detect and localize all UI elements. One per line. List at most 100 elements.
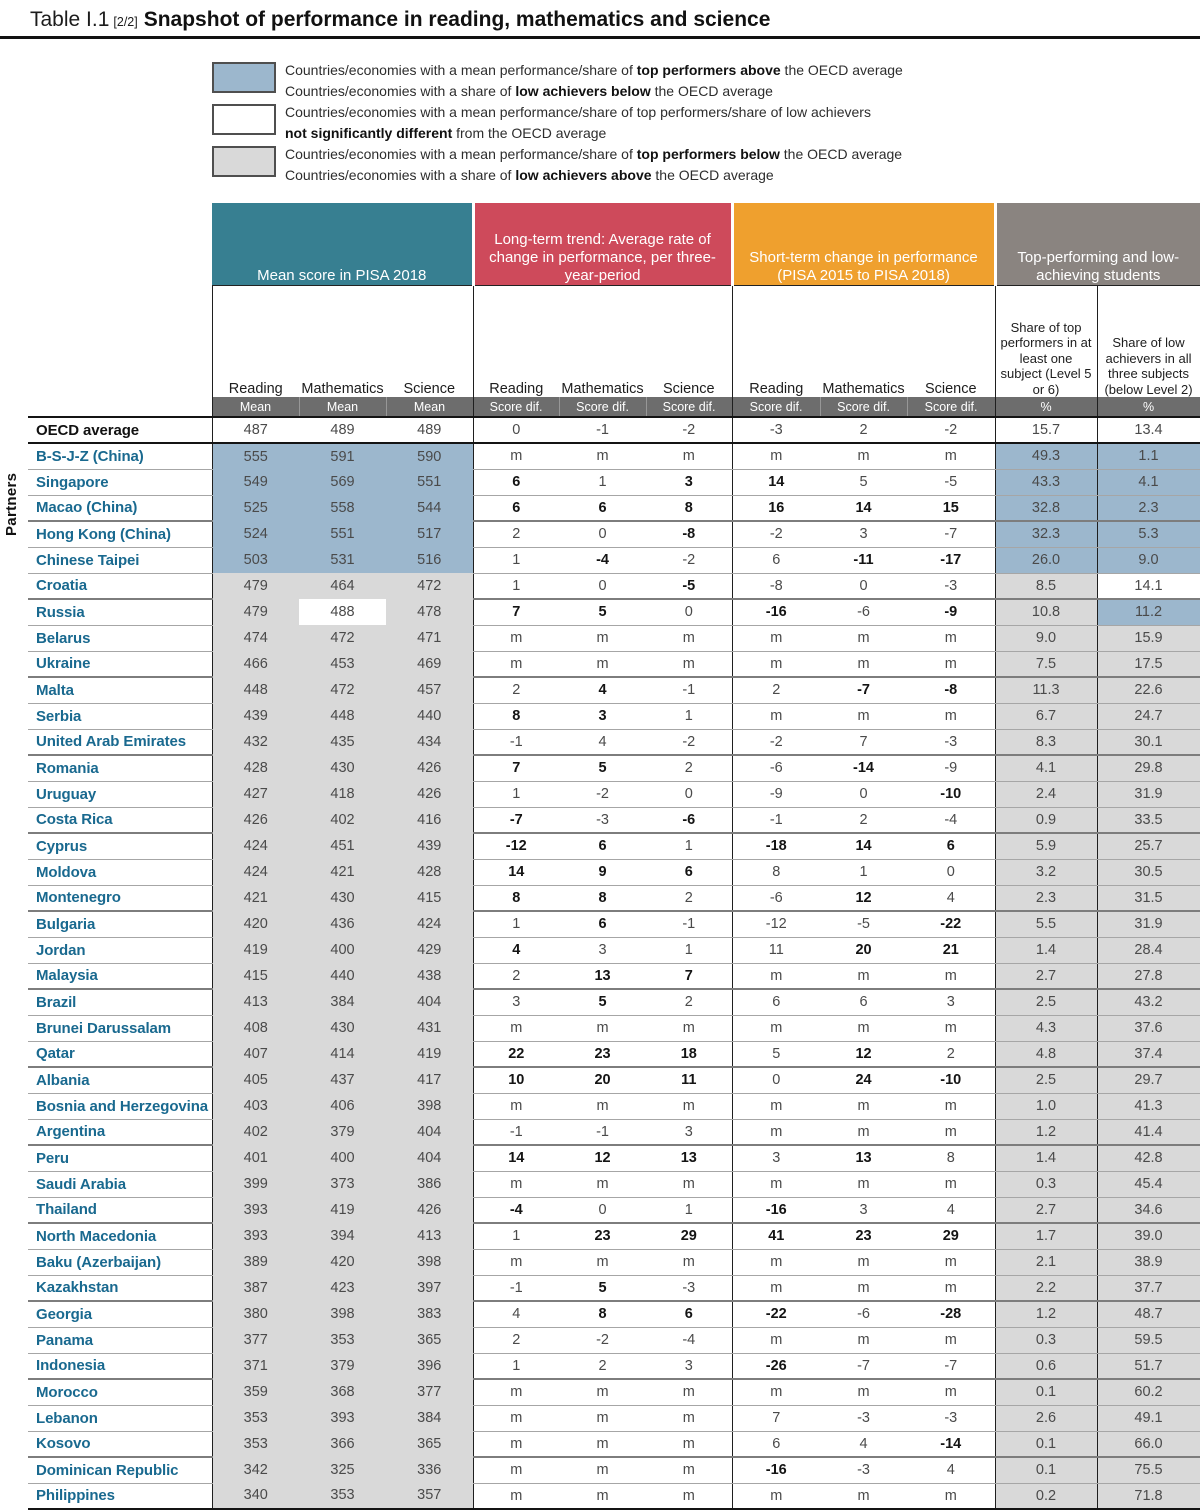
legend-line: Countries/economies with a mean performa…: [285, 102, 871, 123]
share-top-performers-cell: 2.4: [994, 781, 1098, 808]
trend-cell: 8: [559, 1301, 647, 1328]
short-term-change-cell: 7: [731, 1405, 821, 1432]
column-header-mathematics: Mathematics: [820, 285, 908, 397]
trend-cell: 7: [472, 599, 560, 626]
short-term-change-cell: m: [907, 703, 996, 730]
short-term-change-cell: 6: [731, 1431, 821, 1458]
short-term-change-cell: -1: [731, 807, 821, 834]
mean-score-cell: 436: [299, 911, 386, 937]
country-name: Romania: [28, 755, 212, 782]
trend-cell: 12: [559, 1145, 647, 1172]
short-term-change-cell: 8: [907, 1145, 996, 1172]
mean-score-cell: 516: [386, 547, 474, 573]
mean-score-cell: 413: [386, 1223, 474, 1249]
stat-band-row: Mean Mean Mean Score dif. Score dif. Sco…: [28, 397, 1200, 418]
table-number: Table I.1: [30, 8, 110, 31]
country-row: Macao (China) 525 558 544 6 6 8 16 14 15 32.8 2.3: [28, 495, 1200, 522]
short-term-change-cell: m: [731, 1483, 821, 1510]
trend-cell: 5: [559, 599, 647, 626]
mean-score-cell: 393: [211, 1197, 299, 1223]
table-title: Table I.1 [2/2] Snapshot of performance in…: [30, 8, 770, 32]
trend-cell: 4: [472, 1301, 560, 1328]
mean-score-cell: 353: [299, 1483, 386, 1510]
share-top-performers-cell: 4.3: [994, 1015, 1098, 1042]
country-name: Serbia: [28, 703, 212, 730]
short-term-change-cell: m: [907, 625, 996, 652]
share-top-performers-cell: 11.3: [994, 677, 1098, 704]
short-term-change-cell: m: [907, 1379, 996, 1406]
mean-score-cell: 415: [386, 885, 474, 911]
short-term-change-cell: -8: [731, 573, 821, 600]
mean-score-cell: 430: [299, 755, 386, 781]
share-low-achievers-cell: 38.9: [1096, 1249, 1200, 1276]
legend-entry: Countries/economies with a mean performa…: [212, 144, 903, 185]
column-header-science: Science: [907, 285, 996, 397]
mean-score-cell: 389: [211, 1249, 299, 1275]
short-term-change-cell: m: [820, 443, 908, 470]
mean-score-cell: 420: [299, 1249, 386, 1275]
short-term-change-cell: m: [731, 963, 821, 990]
mean-score-cell: 430: [299, 885, 386, 911]
mean-score-cell: 551: [386, 469, 474, 495]
short-term-change-cell: 2: [820, 807, 908, 834]
country-name: Morocco: [28, 1379, 212, 1406]
share-top-performers-cell: 43.3: [994, 469, 1098, 496]
share-low-achievers-cell: 37.7: [1096, 1275, 1200, 1302]
country-name: Ukraine: [28, 651, 212, 678]
trend-cell: 3: [646, 1119, 733, 1146]
cell_gray-legend-box: [212, 146, 276, 177]
share-low-achievers-cell: 45.4: [1096, 1171, 1200, 1198]
corner-cell: [28, 285, 212, 397]
trend-cell: -2: [646, 547, 733, 574]
share-low-achievers-cell: 43.2: [1096, 989, 1200, 1016]
stat-label-score-dif: Score dif.: [472, 397, 560, 418]
short-term-change-cell: m: [731, 1171, 821, 1198]
share-top-performers-cell: 6.7: [994, 703, 1098, 730]
country-row: Morocco 359 368 377 m m m m m m 0.1 60.2: [28, 1379, 1200, 1406]
short-term-change-cell: 20: [820, 937, 908, 964]
short-term-change-cell: m: [907, 1093, 996, 1120]
short-term-change-cell: -5: [907, 469, 996, 496]
country-name: Argentina: [28, 1119, 212, 1146]
short-term-change-cell: m: [731, 1275, 821, 1302]
country-name: Macao (China): [28, 495, 212, 522]
share-top-performers-cell: 2.5: [994, 1067, 1098, 1094]
short-term-change-cell: 5: [731, 1041, 821, 1068]
mean-score-cell: 377: [386, 1379, 474, 1405]
country-row: North Macedonia 393 394 413 1 23 29 41 23 29 1.7 39…: [28, 1223, 1200, 1250]
country-row: Kosovo 353 366 365 m m m 6 4 -14 0.1 66.0: [28, 1431, 1200, 1458]
short-term-change-cell: m: [907, 443, 996, 470]
mean-score-cell: 394: [299, 1223, 386, 1249]
share-top-performers-cell: 1.4: [994, 1145, 1098, 1172]
short-term-change-cell: 29: [907, 1223, 996, 1250]
short-term-change-cell: 0: [820, 781, 908, 808]
trend-cell: 23: [559, 1223, 647, 1250]
trend-cell: m: [559, 1379, 647, 1406]
short-term-change-cell: 11: [731, 937, 821, 964]
mean-score-cell: 397: [386, 1275, 474, 1301]
country-row: Romania 428 430 426 7 5 2 -6 -14 -9 4.1 29.8: [28, 755, 1200, 782]
trend-cell: 18: [646, 1041, 733, 1068]
mean-score-cell: 551: [299, 521, 386, 547]
legend-segment: the OECD average: [779, 146, 903, 162]
trend-cell: -2: [646, 729, 733, 756]
mean-score-cell: 432: [211, 729, 299, 755]
trend-cell: -3: [559, 807, 647, 834]
short-term-change-cell: -2: [731, 729, 821, 756]
trend-cell: -5: [646, 573, 733, 600]
legend-segment: top performers below: [636, 146, 780, 162]
mean-score-cell: 379: [299, 1353, 386, 1379]
trend-cell: 1: [472, 573, 560, 600]
trend-cell: 0: [559, 1197, 647, 1224]
legend-line: not significantly different from the OEC…: [285, 123, 871, 144]
share-top-performers-cell: 2.3: [994, 885, 1098, 912]
legend-segment: Countries/economies with a mean performa…: [285, 146, 637, 162]
trend-cell: 4: [472, 937, 560, 964]
trend-cell: 1: [646, 937, 733, 964]
country-row: Peru 401 400 404 14 12 13 3 13 8 1.4 42.8: [28, 1145, 1200, 1172]
mean-score-cell: 531: [299, 547, 386, 573]
short-term-change-cell: 4: [907, 1457, 996, 1484]
short-term-change-cell: 6: [731, 989, 821, 1016]
short-term-change-cell: m: [820, 625, 908, 652]
mean-score-cell: 434: [386, 729, 474, 755]
